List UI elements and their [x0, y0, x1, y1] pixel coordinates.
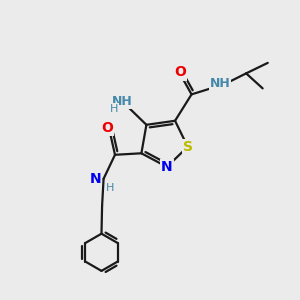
Text: NH: NH	[111, 95, 132, 108]
Text: H: H	[110, 104, 118, 114]
Text: NH: NH	[210, 77, 230, 90]
Text: O: O	[101, 121, 113, 135]
Text: S: S	[183, 140, 193, 154]
Text: N: N	[89, 172, 101, 186]
Text: N: N	[161, 160, 173, 174]
Text: O: O	[174, 65, 186, 80]
Text: H: H	[105, 183, 114, 193]
